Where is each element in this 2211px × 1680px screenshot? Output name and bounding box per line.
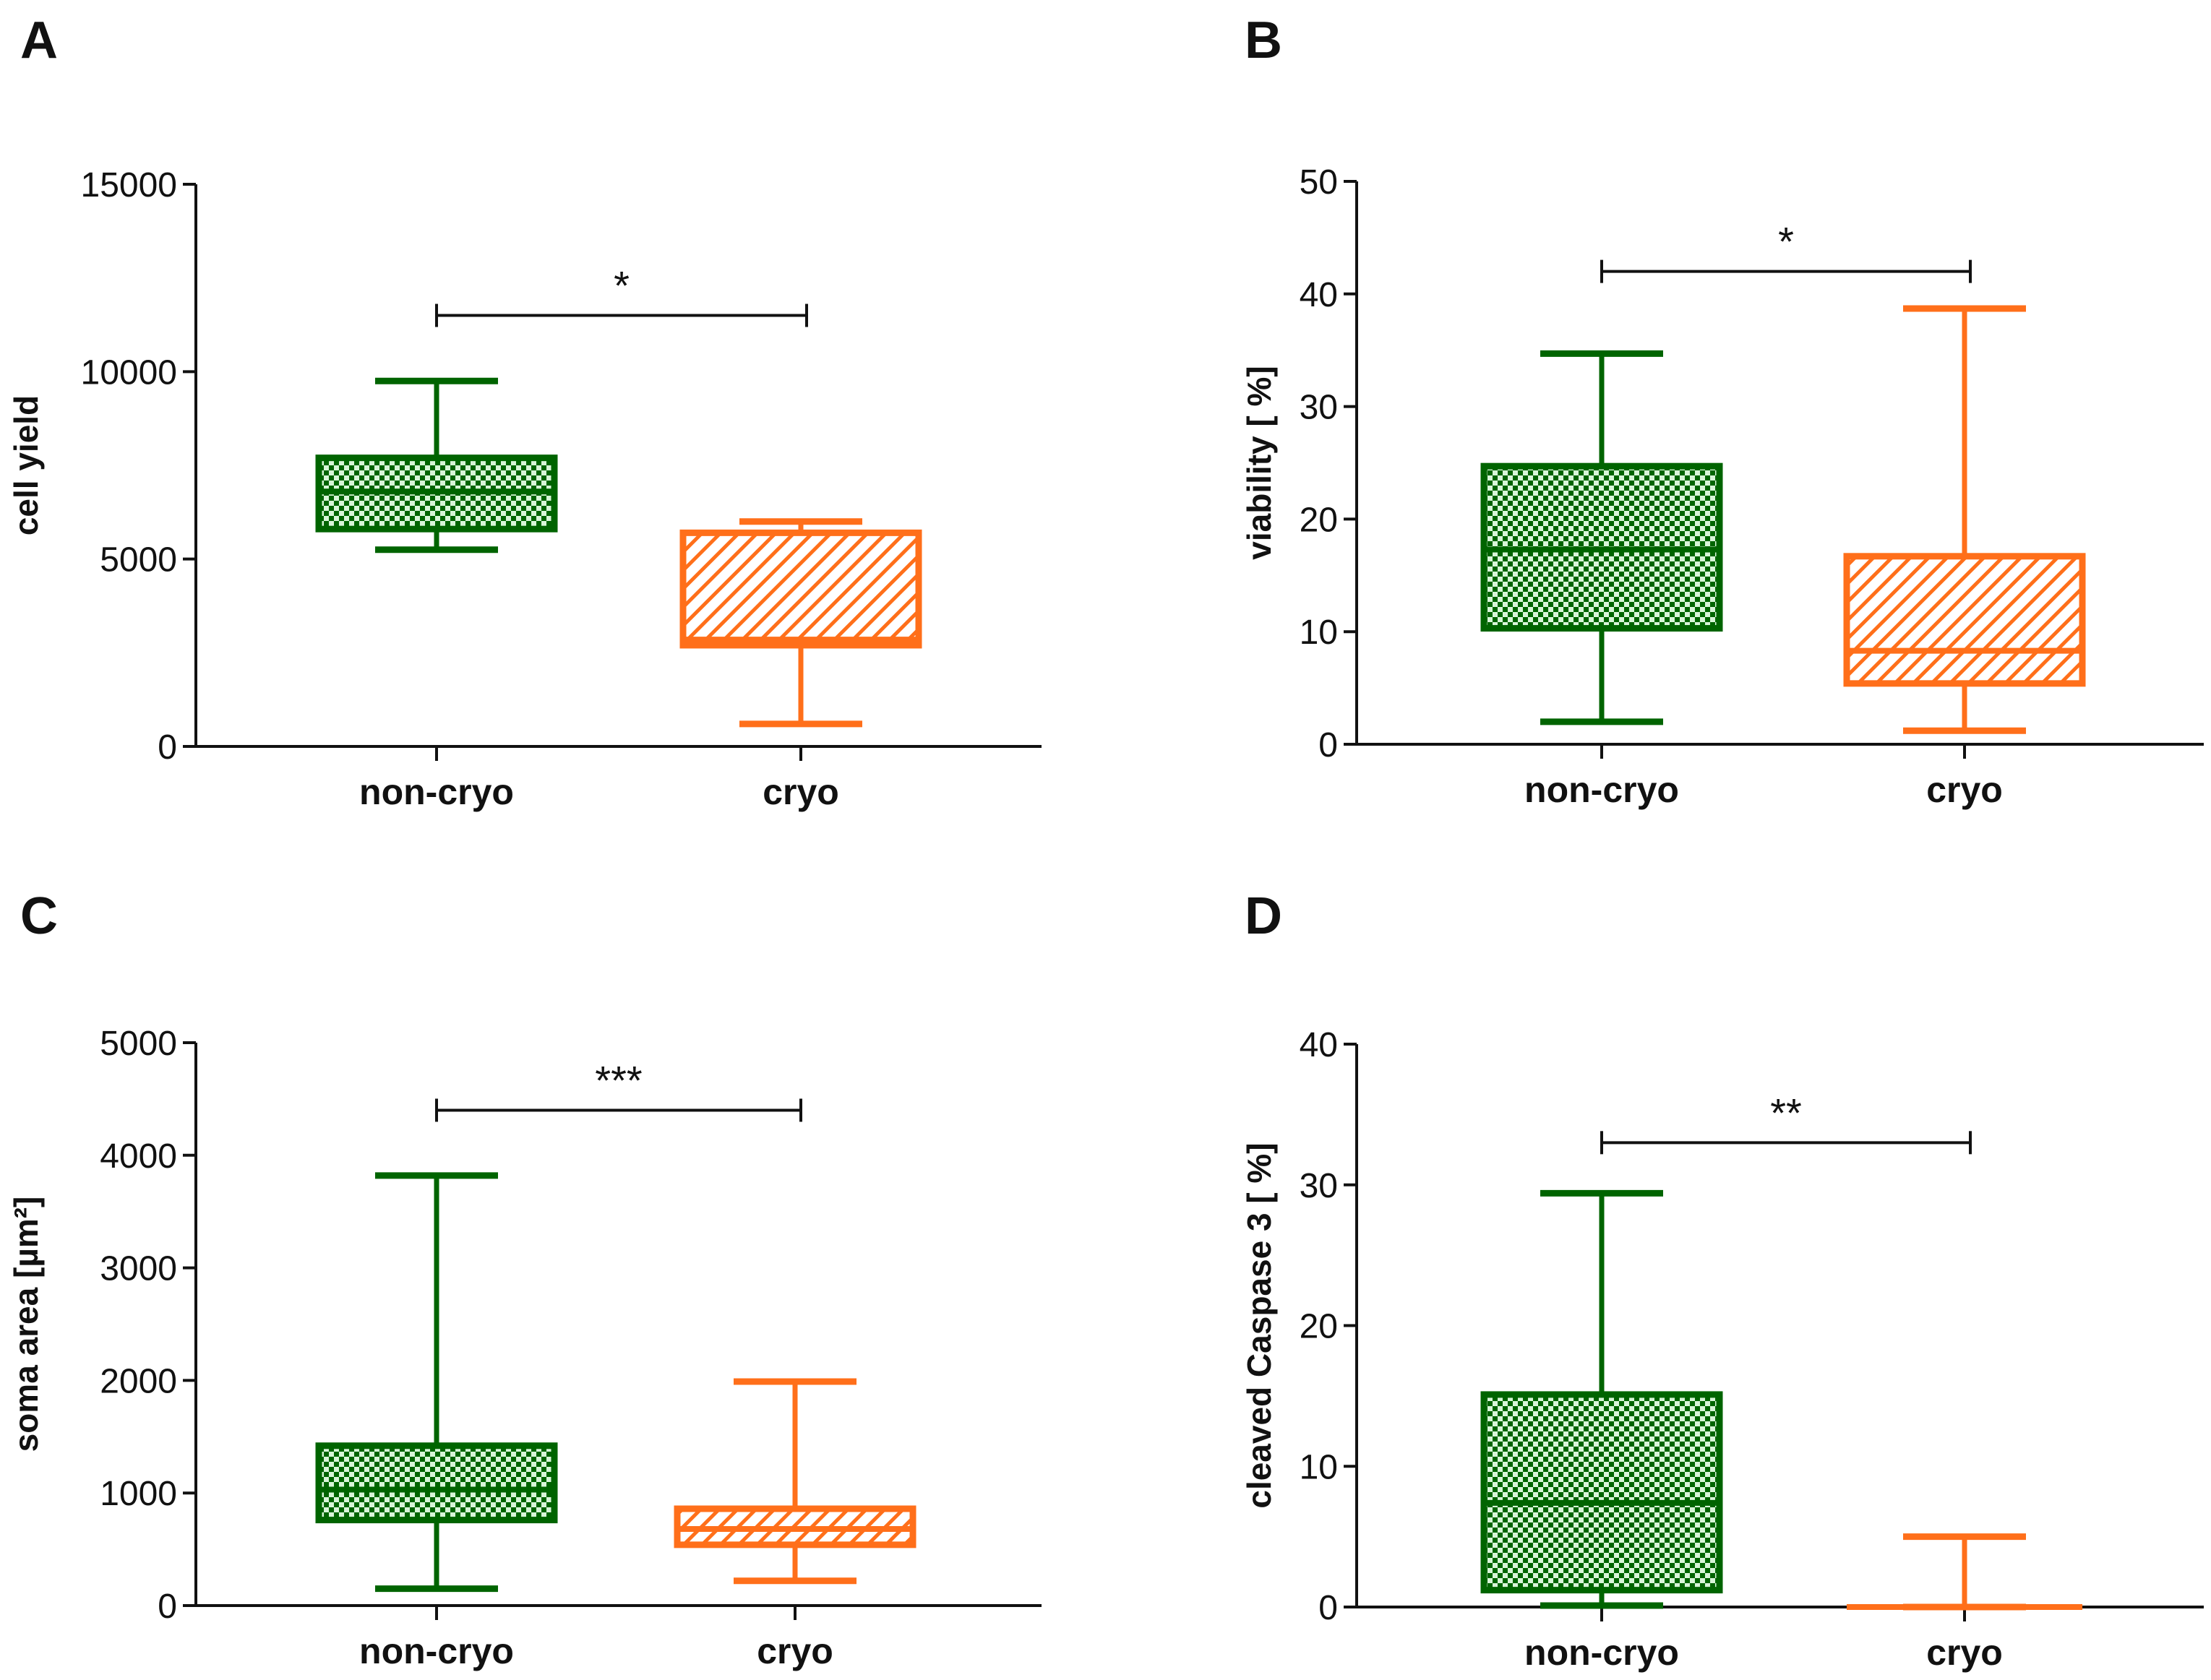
x-category-label: cryo: [1926, 770, 2003, 810]
y-tick-label: 0: [1318, 1589, 1338, 1627]
panel-b: B 0 10 20 30 40 50 viability [ %] non-cryo cryo *: [1240, 12, 2204, 810]
y-tick-label: 0: [158, 728, 177, 767]
y-tick-label: 10: [1300, 1448, 1338, 1486]
iqr-box: [1480, 1391, 1723, 1594]
panel-a: A 0 5000 10000 15000 cell yield non-cryo cryo *: [7, 12, 1042, 812]
y-axis-label: soma area [µm²]: [7, 1197, 45, 1452]
y-axis-label: cleaved Caspase 3 [ %]: [1240, 1142, 1278, 1508]
y-tick-label: 10000: [81, 353, 177, 392]
panel-letter: D: [1245, 887, 1282, 945]
iqr-box: [1843, 553, 2086, 687]
y-axis-label: viability [ %]: [1240, 366, 1278, 559]
y-tick-label: 0: [1318, 726, 1338, 764]
panel-letter: A: [20, 12, 58, 69]
y-axis-label: cell yield: [7, 395, 45, 535]
panel-letter: C: [20, 887, 58, 945]
x-category-label: non-cryo: [359, 1631, 514, 1671]
panel-letter: B: [1245, 12, 1282, 69]
box-non-cryo: [1480, 350, 1723, 725]
y-tick-label: 15000: [81, 166, 177, 204]
panel-d: D 0 10 20 30 40 cleaved Caspase 3 [ %] non-cryo…: [1240, 887, 2204, 1673]
y-tick-label: 0: [158, 1588, 177, 1626]
y-tick-label: 1000: [100, 1475, 177, 1513]
x-category-label: cryo: [1926, 1632, 2003, 1673]
y-tick-label: 5000: [100, 541, 177, 580]
y-tick-label: 30: [1300, 389, 1338, 427]
significance-label: *: [1778, 219, 1794, 264]
y-tick-label: 5000: [100, 1025, 177, 1063]
iqr-box: [679, 529, 922, 649]
box-cryo: [674, 1378, 916, 1585]
y-tick-label: 30: [1300, 1167, 1338, 1205]
significance-label: **: [1770, 1090, 1802, 1135]
y-tick-label: 40: [1300, 1026, 1338, 1064]
box-cryo: [1847, 1533, 2082, 1611]
y-tick-label: 20: [1300, 1308, 1338, 1346]
significance-label: *: [614, 263, 630, 309]
y-tick-label: 10: [1300, 613, 1338, 652]
panel-c: C 0 1000 2000 3000 4000 5000 soma area [µm²] non…: [7, 887, 1042, 1671]
box-non-cryo: [315, 1172, 558, 1593]
y-tick-label: 50: [1300, 163, 1338, 202]
significance-label: ***: [595, 1057, 642, 1103]
box-cryo: [679, 518, 922, 728]
box-non-cryo: [315, 377, 558, 553]
x-category-label: non-cryo: [1524, 1632, 1679, 1673]
y-tick-label: 3000: [100, 1250, 177, 1288]
iqr-box: [315, 1442, 558, 1524]
y-tick-label: 2000: [100, 1362, 177, 1400]
box-cryo: [1843, 305, 2086, 734]
x-category-label: cryo: [763, 772, 839, 812]
y-tick-label: 4000: [100, 1137, 177, 1176]
y-tick-label: 20: [1300, 501, 1338, 539]
x-category-label: non-cryo: [1524, 770, 1679, 810]
x-category-label: cryo: [757, 1631, 833, 1671]
box-non-cryo: [1480, 1189, 1723, 1609]
x-category-label: non-cryo: [359, 772, 514, 812]
y-tick-label: 40: [1300, 276, 1338, 314]
